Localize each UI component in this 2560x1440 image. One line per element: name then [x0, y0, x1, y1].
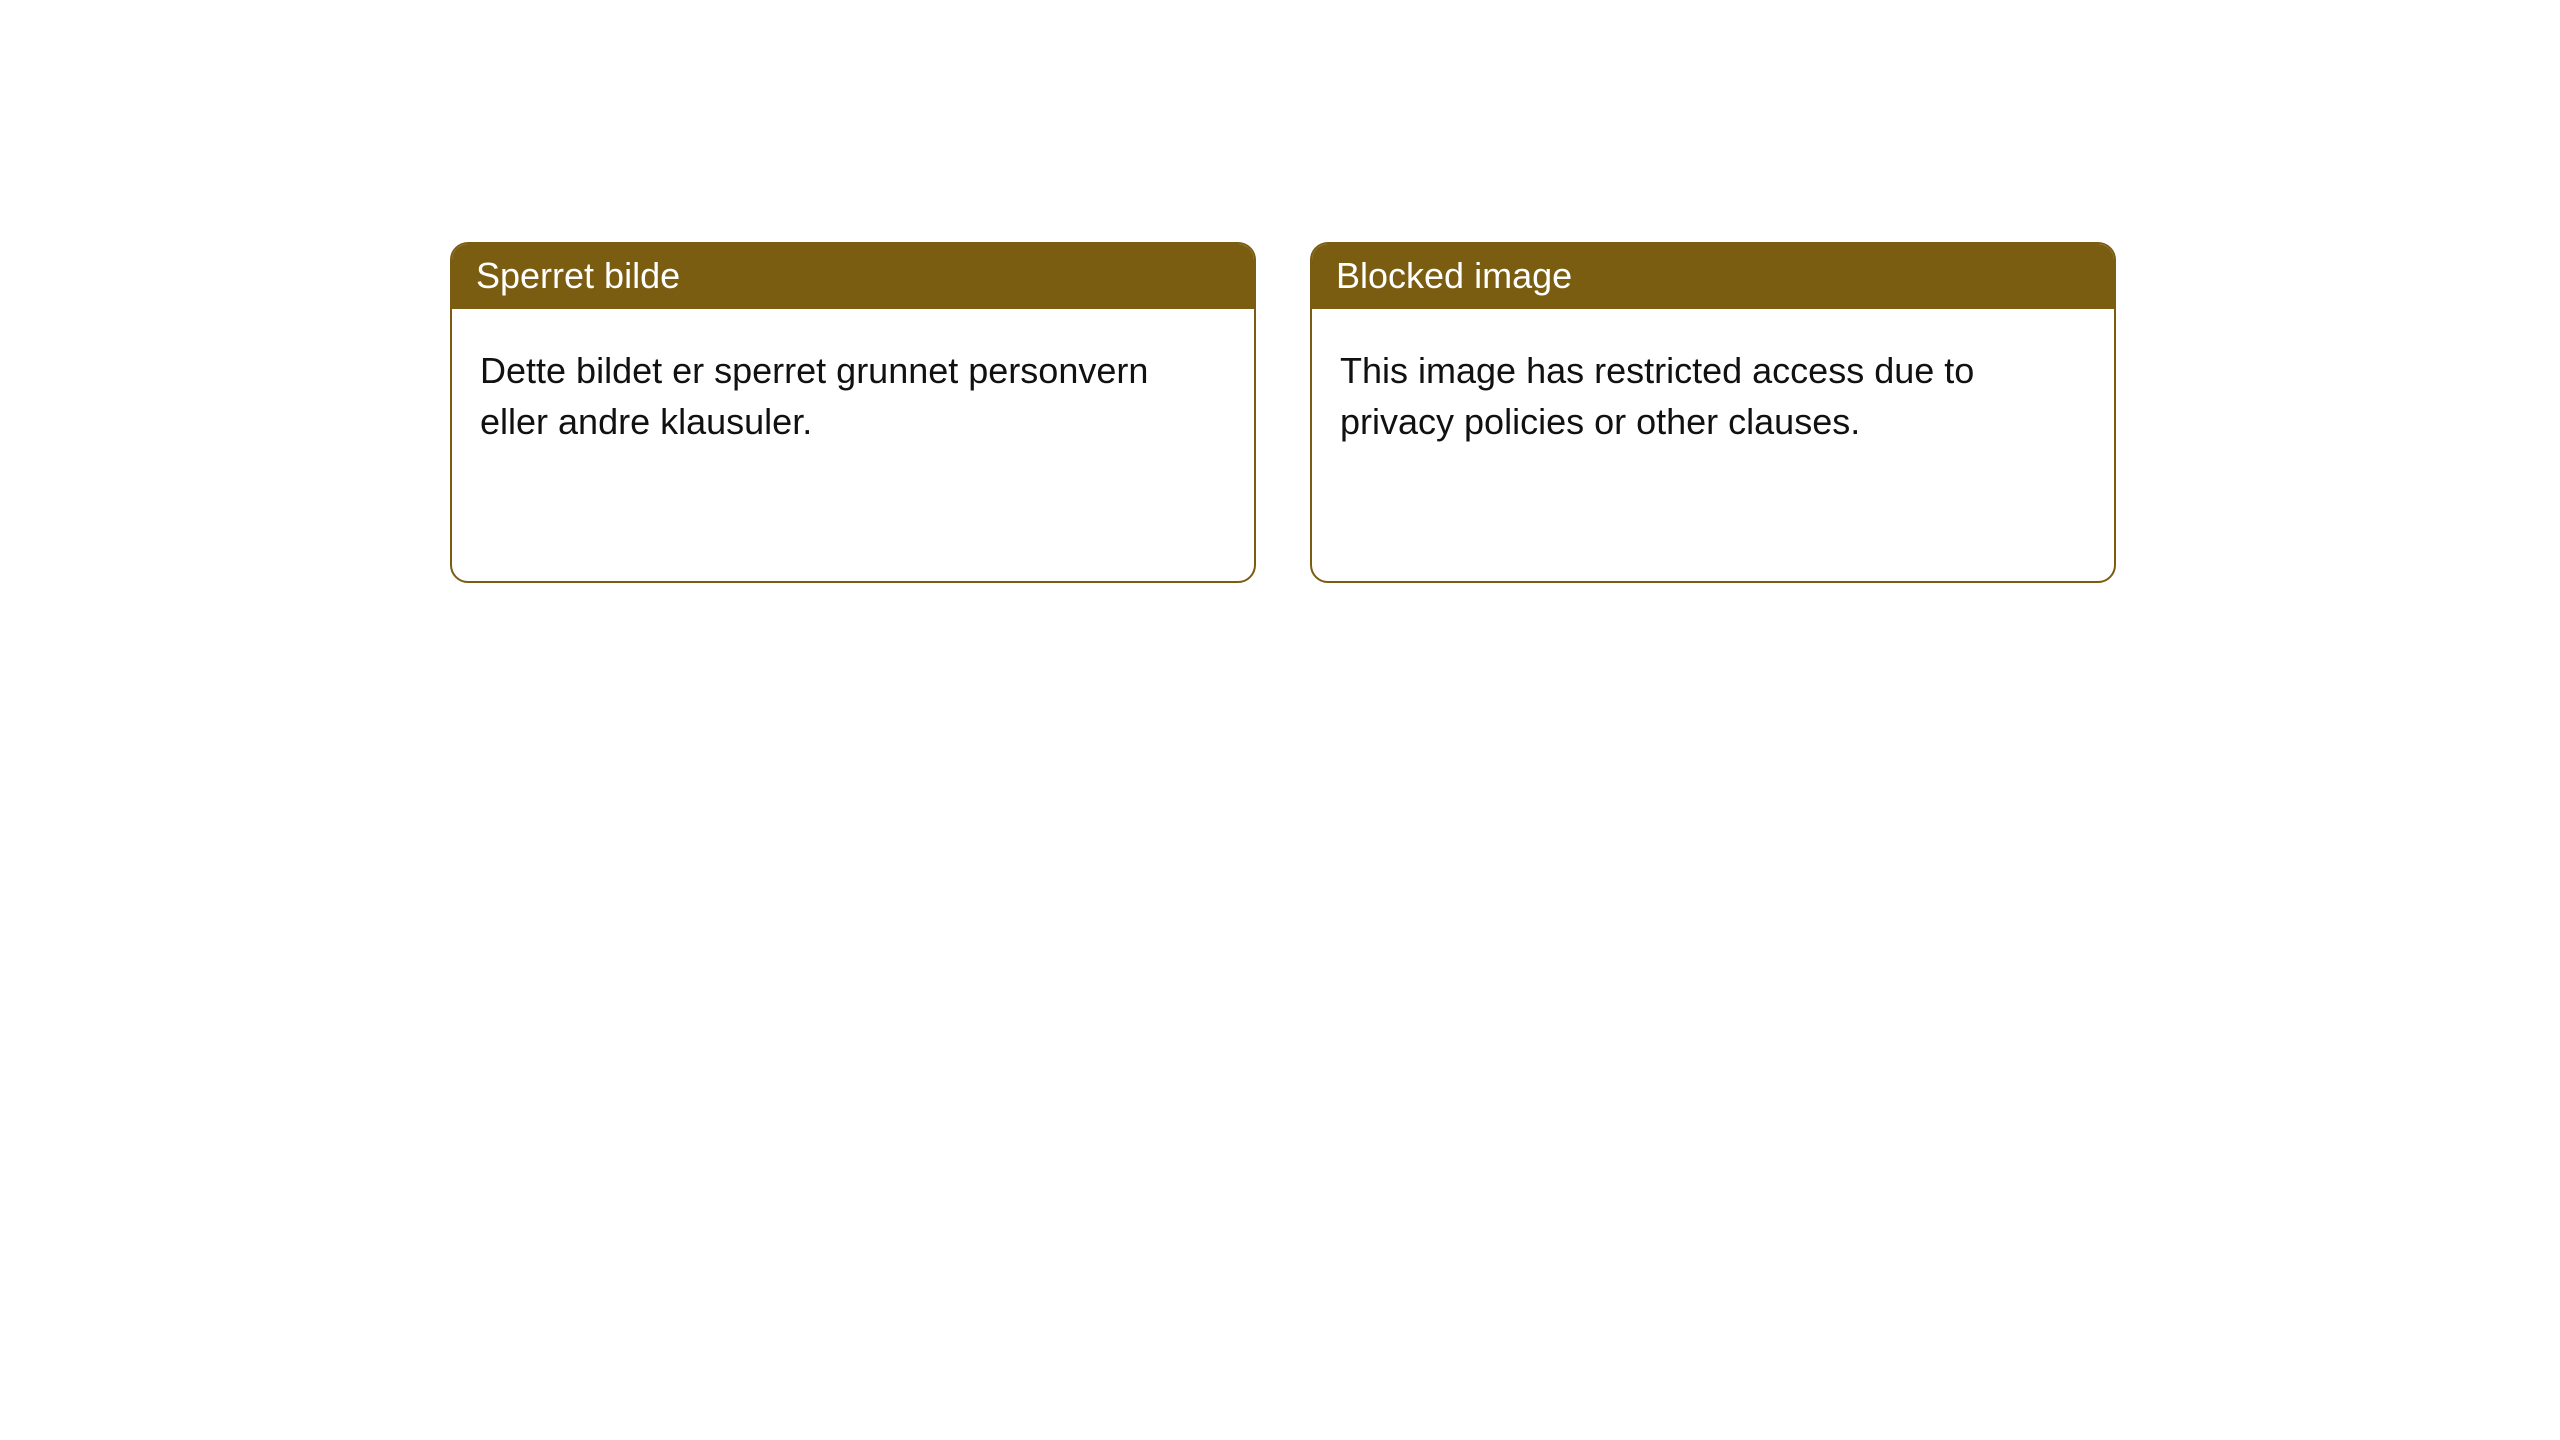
notice-header: Blocked image	[1312, 244, 2114, 309]
notice-header: Sperret bilde	[452, 244, 1254, 309]
notice-body: Dette bildet er sperret grunnet personve…	[452, 309, 1254, 581]
notice-box-english: Blocked image This image has restricted …	[1310, 242, 2116, 583]
notice-body: This image has restricted access due to …	[1312, 309, 2114, 581]
notice-box-norwegian: Sperret bilde Dette bildet er sperret gr…	[450, 242, 1256, 583]
notice-container: Sperret bilde Dette bildet er sperret gr…	[0, 0, 2560, 583]
